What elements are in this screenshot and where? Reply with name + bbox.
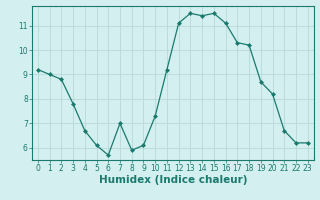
X-axis label: Humidex (Indice chaleur): Humidex (Indice chaleur) — [99, 175, 247, 185]
